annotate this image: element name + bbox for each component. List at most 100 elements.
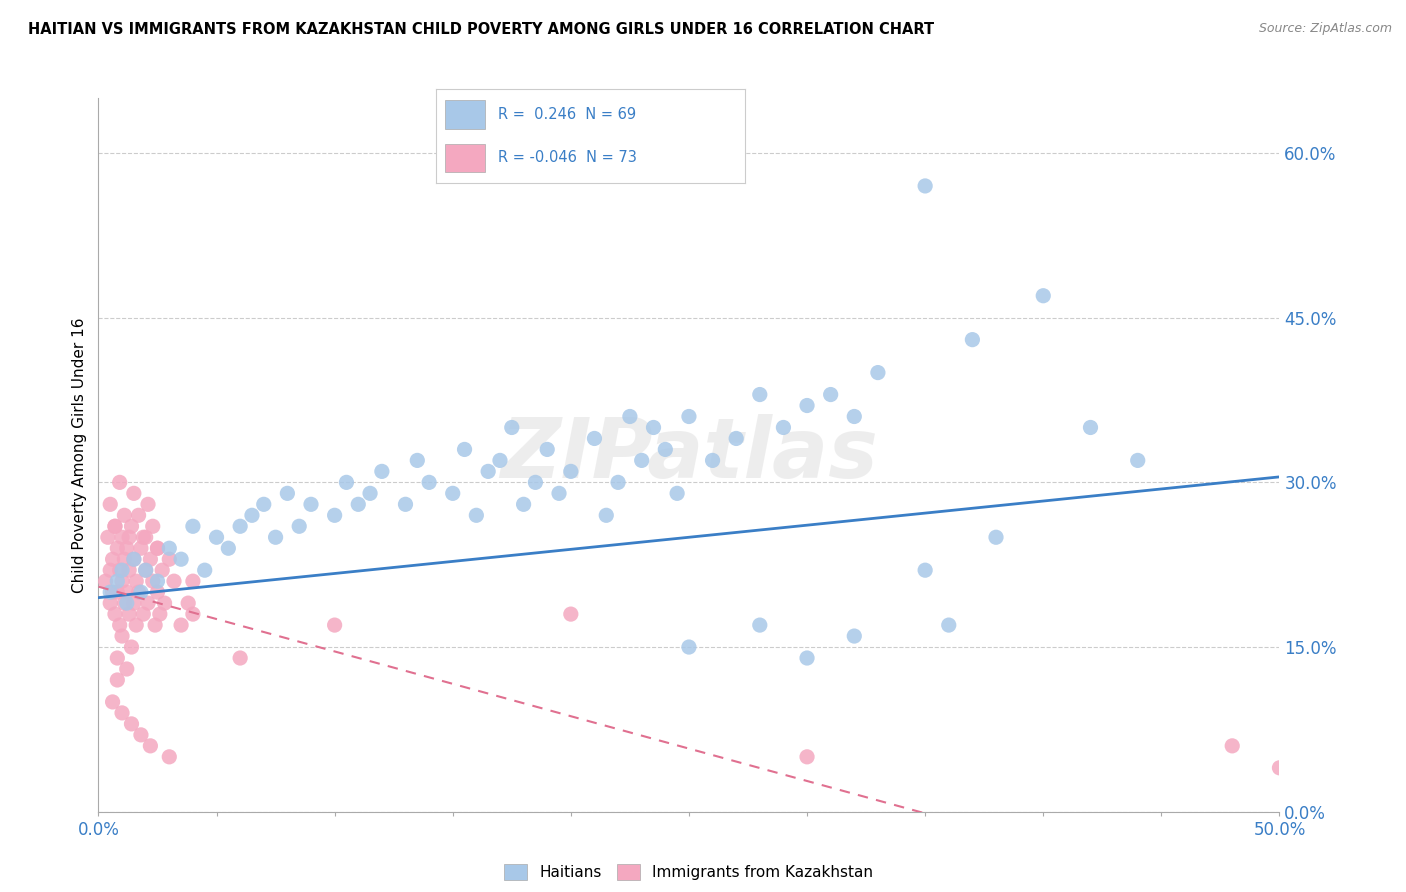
- Point: [347, 497, 370, 511]
- Point: [536, 442, 558, 457]
- Point: [844, 409, 866, 424]
- Point: [122, 596, 145, 610]
- Point: [595, 508, 617, 523]
- Text: R = -0.046  N = 73: R = -0.046 N = 73: [498, 150, 637, 165]
- Point: [157, 749, 180, 764]
- Point: [104, 519, 127, 533]
- Point: [607, 475, 630, 490]
- Point: [128, 585, 150, 599]
- Point: [101, 585, 124, 599]
- Point: [1080, 420, 1102, 434]
- Point: [150, 563, 173, 577]
- Point: [170, 552, 193, 566]
- Point: [115, 585, 138, 599]
- Point: [194, 563, 217, 577]
- Point: [142, 519, 165, 533]
- Point: [108, 563, 131, 577]
- FancyBboxPatch shape: [446, 101, 485, 128]
- FancyBboxPatch shape: [446, 144, 485, 171]
- Point: [441, 486, 464, 500]
- Point: [121, 519, 143, 533]
- Point: [796, 749, 818, 764]
- Text: HAITIAN VS IMMIGRANTS FROM KAZAKHSTAN CHILD POVERTY AMONG GIRLS UNDER 16 CORRELA: HAITIAN VS IMMIGRANTS FROM KAZAKHSTAN CH…: [28, 22, 934, 37]
- Point: [1032, 289, 1054, 303]
- Point: [122, 552, 145, 566]
- Point: [914, 178, 936, 193]
- Text: R =  0.246  N = 69: R = 0.246 N = 69: [498, 107, 636, 122]
- Point: [105, 585, 128, 599]
- Point: [1220, 739, 1243, 753]
- Point: [98, 563, 121, 577]
- Point: [240, 508, 263, 523]
- Point: [149, 607, 172, 621]
- Text: Source: ZipAtlas.com: Source: ZipAtlas.com: [1258, 22, 1392, 36]
- Point: [122, 552, 145, 566]
- Point: [371, 464, 394, 478]
- Point: [406, 453, 429, 467]
- Point: [104, 519, 127, 533]
- Point: [112, 508, 135, 523]
- Point: [524, 475, 547, 490]
- Point: [118, 530, 141, 544]
- Point: [548, 486, 571, 500]
- Point: [104, 607, 127, 621]
- Point: [115, 662, 138, 676]
- Point: [678, 640, 700, 654]
- Point: [115, 596, 138, 610]
- Point: [101, 695, 124, 709]
- Point: [844, 629, 866, 643]
- Point: [132, 607, 155, 621]
- Point: [465, 508, 488, 523]
- Point: [323, 508, 346, 523]
- Point: [129, 541, 152, 556]
- Point: [1268, 761, 1291, 775]
- Point: [560, 464, 582, 478]
- Text: ZIPatlas: ZIPatlas: [501, 415, 877, 495]
- Point: [748, 618, 770, 632]
- Point: [111, 629, 134, 643]
- Point: [153, 596, 176, 610]
- Point: [702, 453, 724, 467]
- Point: [796, 399, 818, 413]
- Point: [111, 530, 134, 544]
- Point: [394, 497, 416, 511]
- Legend: Haitians, Immigrants from Kazakhstan: Haitians, Immigrants from Kazakhstan: [498, 858, 880, 886]
- Point: [128, 508, 150, 523]
- Point: [157, 541, 180, 556]
- Point: [135, 530, 157, 544]
- Point: [121, 717, 143, 731]
- Point: [643, 420, 665, 434]
- Point: [146, 541, 169, 556]
- Point: [163, 574, 186, 589]
- Point: [118, 607, 141, 621]
- Point: [335, 475, 357, 490]
- Point: [146, 574, 169, 589]
- Point: [142, 574, 165, 589]
- Point: [501, 420, 523, 434]
- Point: [181, 607, 204, 621]
- Point: [418, 475, 440, 490]
- Point: [630, 453, 652, 467]
- Point: [132, 530, 155, 544]
- Point: [299, 497, 322, 511]
- Point: [914, 563, 936, 577]
- Point: [866, 366, 889, 380]
- Point: [98, 497, 121, 511]
- Point: [796, 651, 818, 665]
- Point: [229, 519, 252, 533]
- Point: [125, 618, 148, 632]
- Point: [181, 574, 204, 589]
- Point: [253, 497, 276, 511]
- Point: [111, 574, 134, 589]
- Point: [108, 475, 131, 490]
- Point: [678, 409, 700, 424]
- Point: [583, 432, 606, 446]
- Point: [118, 563, 141, 577]
- Point: [115, 541, 138, 556]
- Point: [619, 409, 641, 424]
- Point: [170, 618, 193, 632]
- Point: [205, 530, 228, 544]
- Point: [181, 519, 204, 533]
- Point: [748, 387, 770, 401]
- Point: [139, 552, 162, 566]
